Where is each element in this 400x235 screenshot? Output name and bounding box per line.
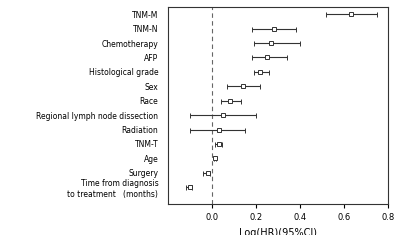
X-axis label: Log(HR)(95%CI): Log(HR)(95%CI) [239,228,317,235]
